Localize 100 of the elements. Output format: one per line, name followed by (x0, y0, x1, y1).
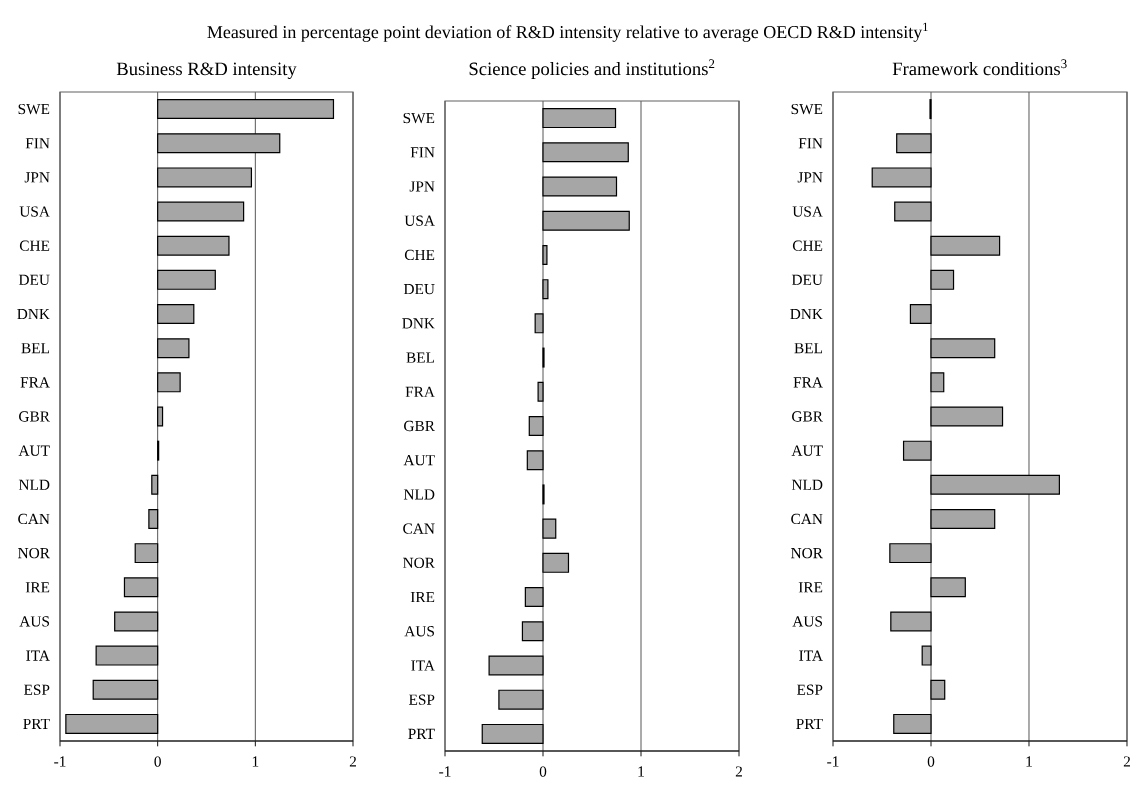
bar (534, 313, 544, 334)
y-tick-label: GBR (792, 411, 823, 422)
bar (151, 474, 159, 495)
y-tick-label: FRA (793, 377, 823, 388)
bar (521, 621, 544, 642)
y-tick-label: DEU (403, 284, 435, 295)
bar (930, 577, 966, 598)
y-tick-label: FIN (798, 138, 823, 149)
y-tick-label: JPN (409, 181, 435, 192)
x-tick-label: 0 (927, 756, 935, 767)
bar (542, 142, 629, 163)
y-tick-label: JPN (797, 172, 823, 183)
bar (157, 99, 335, 120)
bar (542, 176, 618, 197)
x-tick-label: 2 (1123, 756, 1130, 767)
bar (930, 679, 946, 700)
bar (134, 543, 159, 564)
y-tick-label: AUT (18, 445, 50, 456)
y-tick-label: AUT (791, 445, 823, 456)
y-tick-label: USA (404, 215, 435, 226)
text: Measured in percentage point deviation of R&D intensity relative to average OECD R&D intensity$^{1}$ (207, 22, 928, 42)
bar (95, 645, 159, 666)
y-tick-label: ITA (411, 660, 435, 671)
y-tick-label: NLD (791, 479, 823, 490)
bar (930, 508, 996, 529)
y-tick-label: JPN (24, 172, 50, 183)
bar (902, 440, 932, 461)
y-tick-label: BEL (794, 343, 823, 354)
y-tick-label: ITA (799, 650, 823, 661)
y-tick-label: ESP (408, 694, 435, 705)
y-tick-label: DEU (18, 274, 50, 285)
bar (148, 508, 159, 529)
bar (909, 304, 932, 325)
y-tick-label: FRA (20, 377, 50, 388)
y-tick-label: SWE (403, 112, 435, 124)
y-tick-label: AUS (792, 616, 822, 627)
bar (894, 201, 932, 222)
bar (157, 235, 230, 256)
x-tick-label: 1 (1026, 756, 1032, 767)
chart-title: Framework conditions$^{3}$ (892, 59, 1067, 76)
x-tick-label: 0 (154, 756, 161, 767)
bar (123, 577, 159, 598)
chart-title: Business R&D intensity (116, 62, 297, 80)
bar (524, 587, 544, 608)
x-tick-label: 1 (252, 756, 259, 767)
y-tick-label: CHE (404, 249, 435, 261)
y-tick-label: NOR (18, 547, 50, 559)
bar (871, 167, 932, 188)
y-tick-label: USA (792, 206, 823, 217)
bar (526, 450, 544, 471)
y-tick-label: NLD (403, 489, 435, 500)
bar (157, 406, 164, 427)
x-tick-label: -1 (54, 756, 66, 767)
bar (896, 133, 932, 154)
x-tick-label: 1 (638, 766, 644, 777)
bar (930, 269, 955, 290)
bar (542, 210, 630, 231)
bar (921, 645, 932, 666)
y-tick-label: IRE (798, 582, 823, 593)
x-tick-label: -1 (827, 756, 839, 767)
y-tick-label: PRT (23, 718, 50, 729)
bar (542, 279, 549, 300)
y-tick-label: CAN (403, 523, 435, 534)
y-tick-label: PRT (408, 728, 435, 739)
y-tick-label: CHE (19, 240, 50, 251)
y-tick-label: DNK (790, 308, 823, 320)
y-tick-label: ESP (796, 684, 823, 695)
bar (157, 304, 195, 325)
y-tick-label: AUT (403, 455, 435, 466)
bar (542, 552, 570, 573)
bar (930, 372, 945, 393)
y-tick-label: AUS (19, 616, 49, 627)
y-tick-label: GBR (404, 420, 435, 432)
bar (889, 543, 932, 564)
bar (65, 713, 159, 734)
bar (930, 338, 996, 359)
bar (528, 415, 544, 436)
y-tick-label: NOR (791, 547, 823, 559)
bar (114, 611, 159, 632)
y-tick-label: DNK (402, 318, 435, 329)
y-tick-label: BEL (406, 352, 435, 363)
y-tick-label: SWE (18, 103, 50, 115)
y-tick-label: BEL (21, 343, 50, 354)
bar (157, 133, 281, 154)
bar (92, 679, 159, 700)
y-tick-label: GBR (19, 411, 50, 422)
y-tick-label: NLD (18, 479, 50, 490)
bar (157, 201, 245, 222)
bar (488, 655, 544, 676)
bar (157, 269, 216, 290)
y-tick-label: CAN (18, 513, 50, 525)
bar (157, 167, 253, 188)
y-tick-label: FIN (410, 147, 435, 158)
bar (542, 108, 617, 129)
y-tick-label: CHE (792, 240, 823, 251)
bar (893, 713, 932, 734)
bar (157, 338, 190, 359)
chart-title: Science policies and institutions$^{2}$ (469, 59, 715, 79)
x-tick-label: 2 (735, 766, 742, 777)
y-tick-label: FIN (25, 138, 50, 149)
